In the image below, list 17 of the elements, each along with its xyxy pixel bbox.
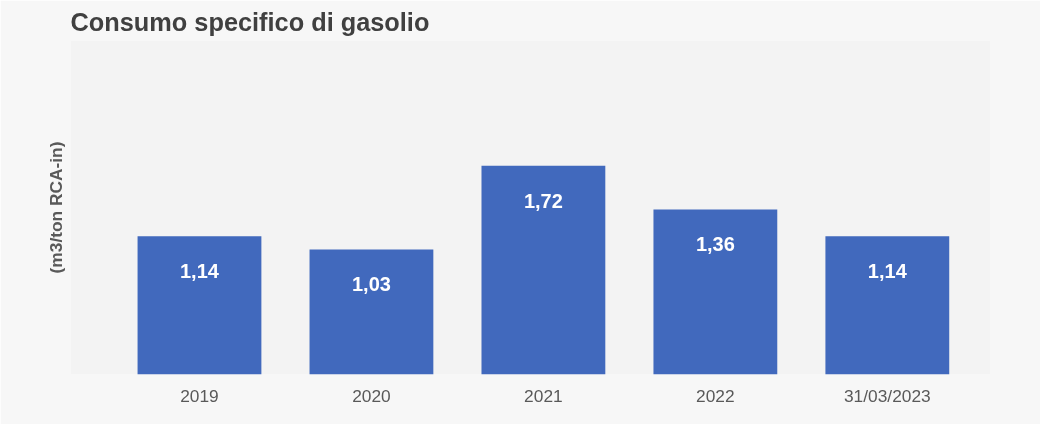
data-label: 1,14: [180, 260, 220, 283]
data-label: 1,72: [523, 189, 563, 212]
x-tick-label: 2021: [524, 385, 563, 406]
y-axis-title: (m3/ton RCA-in): [45, 141, 66, 274]
x-tick-label: 2019: [180, 385, 219, 406]
bar: [137, 236, 262, 375]
data-label: 1,36: [695, 233, 735, 256]
x-tick-label: 2020: [352, 385, 391, 406]
data-label: 1,03: [351, 273, 391, 296]
x-tick-label: 31/03/2023: [843, 385, 931, 406]
bar: [825, 236, 950, 375]
x-tick-label: 2022: [696, 385, 735, 406]
chart-title: Consumo specifico di gasolio: [70, 7, 430, 36]
bar: [309, 249, 434, 375]
data-label: 1,14: [867, 260, 908, 283]
bar: [481, 165, 606, 375]
bar: [653, 209, 778, 375]
